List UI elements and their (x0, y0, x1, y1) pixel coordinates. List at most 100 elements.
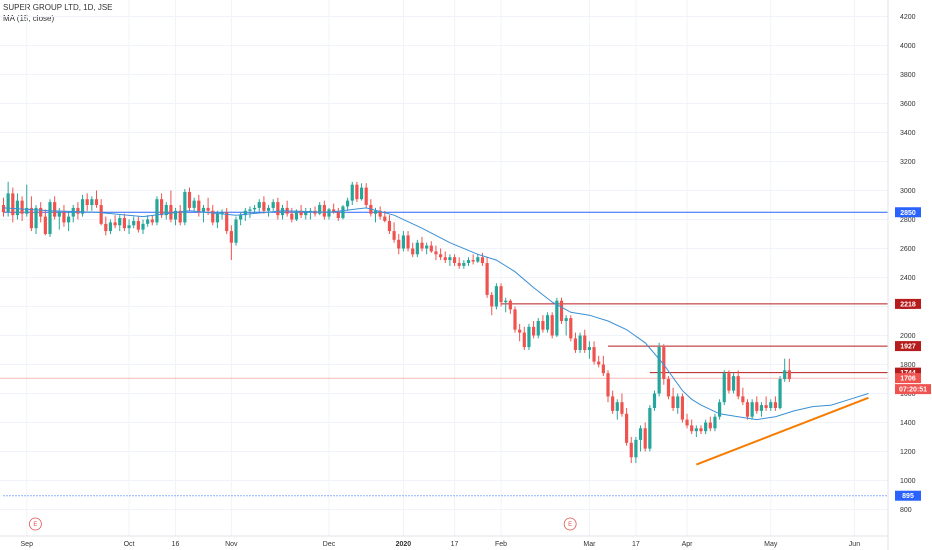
candle-body (104, 223, 108, 232)
candle-body (541, 321, 545, 330)
y-tick-label: 4000 (900, 43, 916, 50)
candle-body (634, 439, 638, 458)
candle-body (53, 202, 57, 217)
y-tick-label: 1800 (900, 362, 916, 369)
y-tick-label: 3400 (900, 130, 916, 137)
candle-body (745, 402, 750, 417)
candle-body (425, 245, 429, 249)
candle-body (383, 216, 387, 221)
countdown-label: 07:20:51 (899, 387, 927, 394)
candle-body (620, 402, 624, 414)
candle-body (373, 210, 378, 214)
candle-body (555, 300, 559, 336)
candle-body (136, 220, 140, 230)
candle-body (169, 205, 173, 220)
y-tick-label: 3800 (900, 72, 916, 79)
candle-body (11, 193, 15, 216)
candle-body (443, 257, 447, 261)
y-tick-label: 3600 (900, 101, 916, 108)
x-tick-label: Mar (583, 541, 596, 548)
candle-body (99, 205, 103, 224)
candle-body (332, 209, 336, 213)
candle-body (71, 207, 75, 217)
candle-body (378, 210, 382, 217)
trend-line[interactable] (695, 396, 869, 466)
candle-body (722, 373, 726, 403)
candle-body (499, 286, 503, 303)
candle-body (248, 209, 252, 211)
candle-body (685, 419, 689, 426)
x-tick-label: May (764, 541, 778, 548)
candle-body (397, 239, 401, 249)
indicator-label: MA (15, close) (3, 14, 55, 23)
candle-body (132, 220, 136, 226)
candle-body (67, 216, 71, 223)
candle-body (615, 402, 619, 411)
candle-body (350, 184, 354, 201)
y-tick-label: 3000 (900, 188, 916, 195)
candle-body (750, 402, 754, 417)
y-tick-label: 1000 (900, 478, 916, 485)
price-badge-2218: 2218 (900, 301, 916, 308)
candle-body (220, 212, 224, 214)
candle-body (80, 199, 85, 214)
candle-body (471, 260, 475, 262)
candle-body (638, 428, 643, 440)
candle-body (731, 376, 736, 391)
candle-body (545, 315, 550, 330)
price-badge-2218-bg (895, 298, 921, 309)
grid (0, 0, 888, 536)
x-tick-label: Nov (225, 541, 238, 548)
candle-body (741, 396, 745, 403)
candle-body (439, 254, 443, 258)
candle-body (648, 408, 652, 449)
candle-body (173, 210, 178, 220)
y-tick-label: 4200 (900, 14, 916, 21)
candle-body (20, 200, 24, 214)
y-tick-label: 1600 (900, 391, 916, 398)
candle-body (611, 396, 615, 411)
candle-body (676, 396, 680, 408)
candle-body (550, 315, 554, 336)
candle-body (94, 199, 99, 205)
candle-body (787, 370, 791, 379)
candle-body (57, 212, 61, 217)
candle-body (6, 193, 10, 213)
candle-body (490, 294, 494, 307)
candle-body (508, 300, 512, 310)
candle-body (146, 219, 150, 224)
candle-body (25, 207, 29, 214)
candle-body (211, 210, 215, 223)
candle-body (62, 212, 66, 223)
candle-body (141, 223, 145, 230)
candle-body (448, 257, 452, 261)
candle-body (90, 199, 94, 205)
candle-body (727, 373, 731, 391)
candle-body (359, 187, 364, 200)
candle-body (704, 422, 708, 432)
candle-body (690, 425, 694, 432)
y-tick-label: 2800 (900, 217, 916, 224)
candle-body (290, 213, 294, 220)
x-tick-label: Sep (21, 541, 34, 548)
x-tick-label: Dec (323, 541, 336, 548)
candle-body (183, 191, 187, 223)
candle-body (160, 199, 164, 216)
x-tick-label: Feb (495, 541, 507, 548)
candle-body (85, 199, 89, 205)
price-badges: 2850221819271744895170607:20:51 (895, 207, 931, 501)
last-price-badge: 1706 (900, 376, 916, 383)
candle-body (239, 215, 243, 220)
price-badge-1927: 1927 (900, 344, 916, 351)
candle-body (783, 370, 787, 379)
earnings-label: E (568, 522, 572, 528)
candle-body (462, 263, 466, 266)
candle-body (336, 212, 340, 219)
candle-body (755, 402, 759, 411)
candle-body (769, 402, 773, 408)
candle-body (48, 202, 52, 234)
candle-body (662, 347, 666, 379)
candle-body (108, 222, 113, 232)
candle-body (294, 210, 299, 220)
